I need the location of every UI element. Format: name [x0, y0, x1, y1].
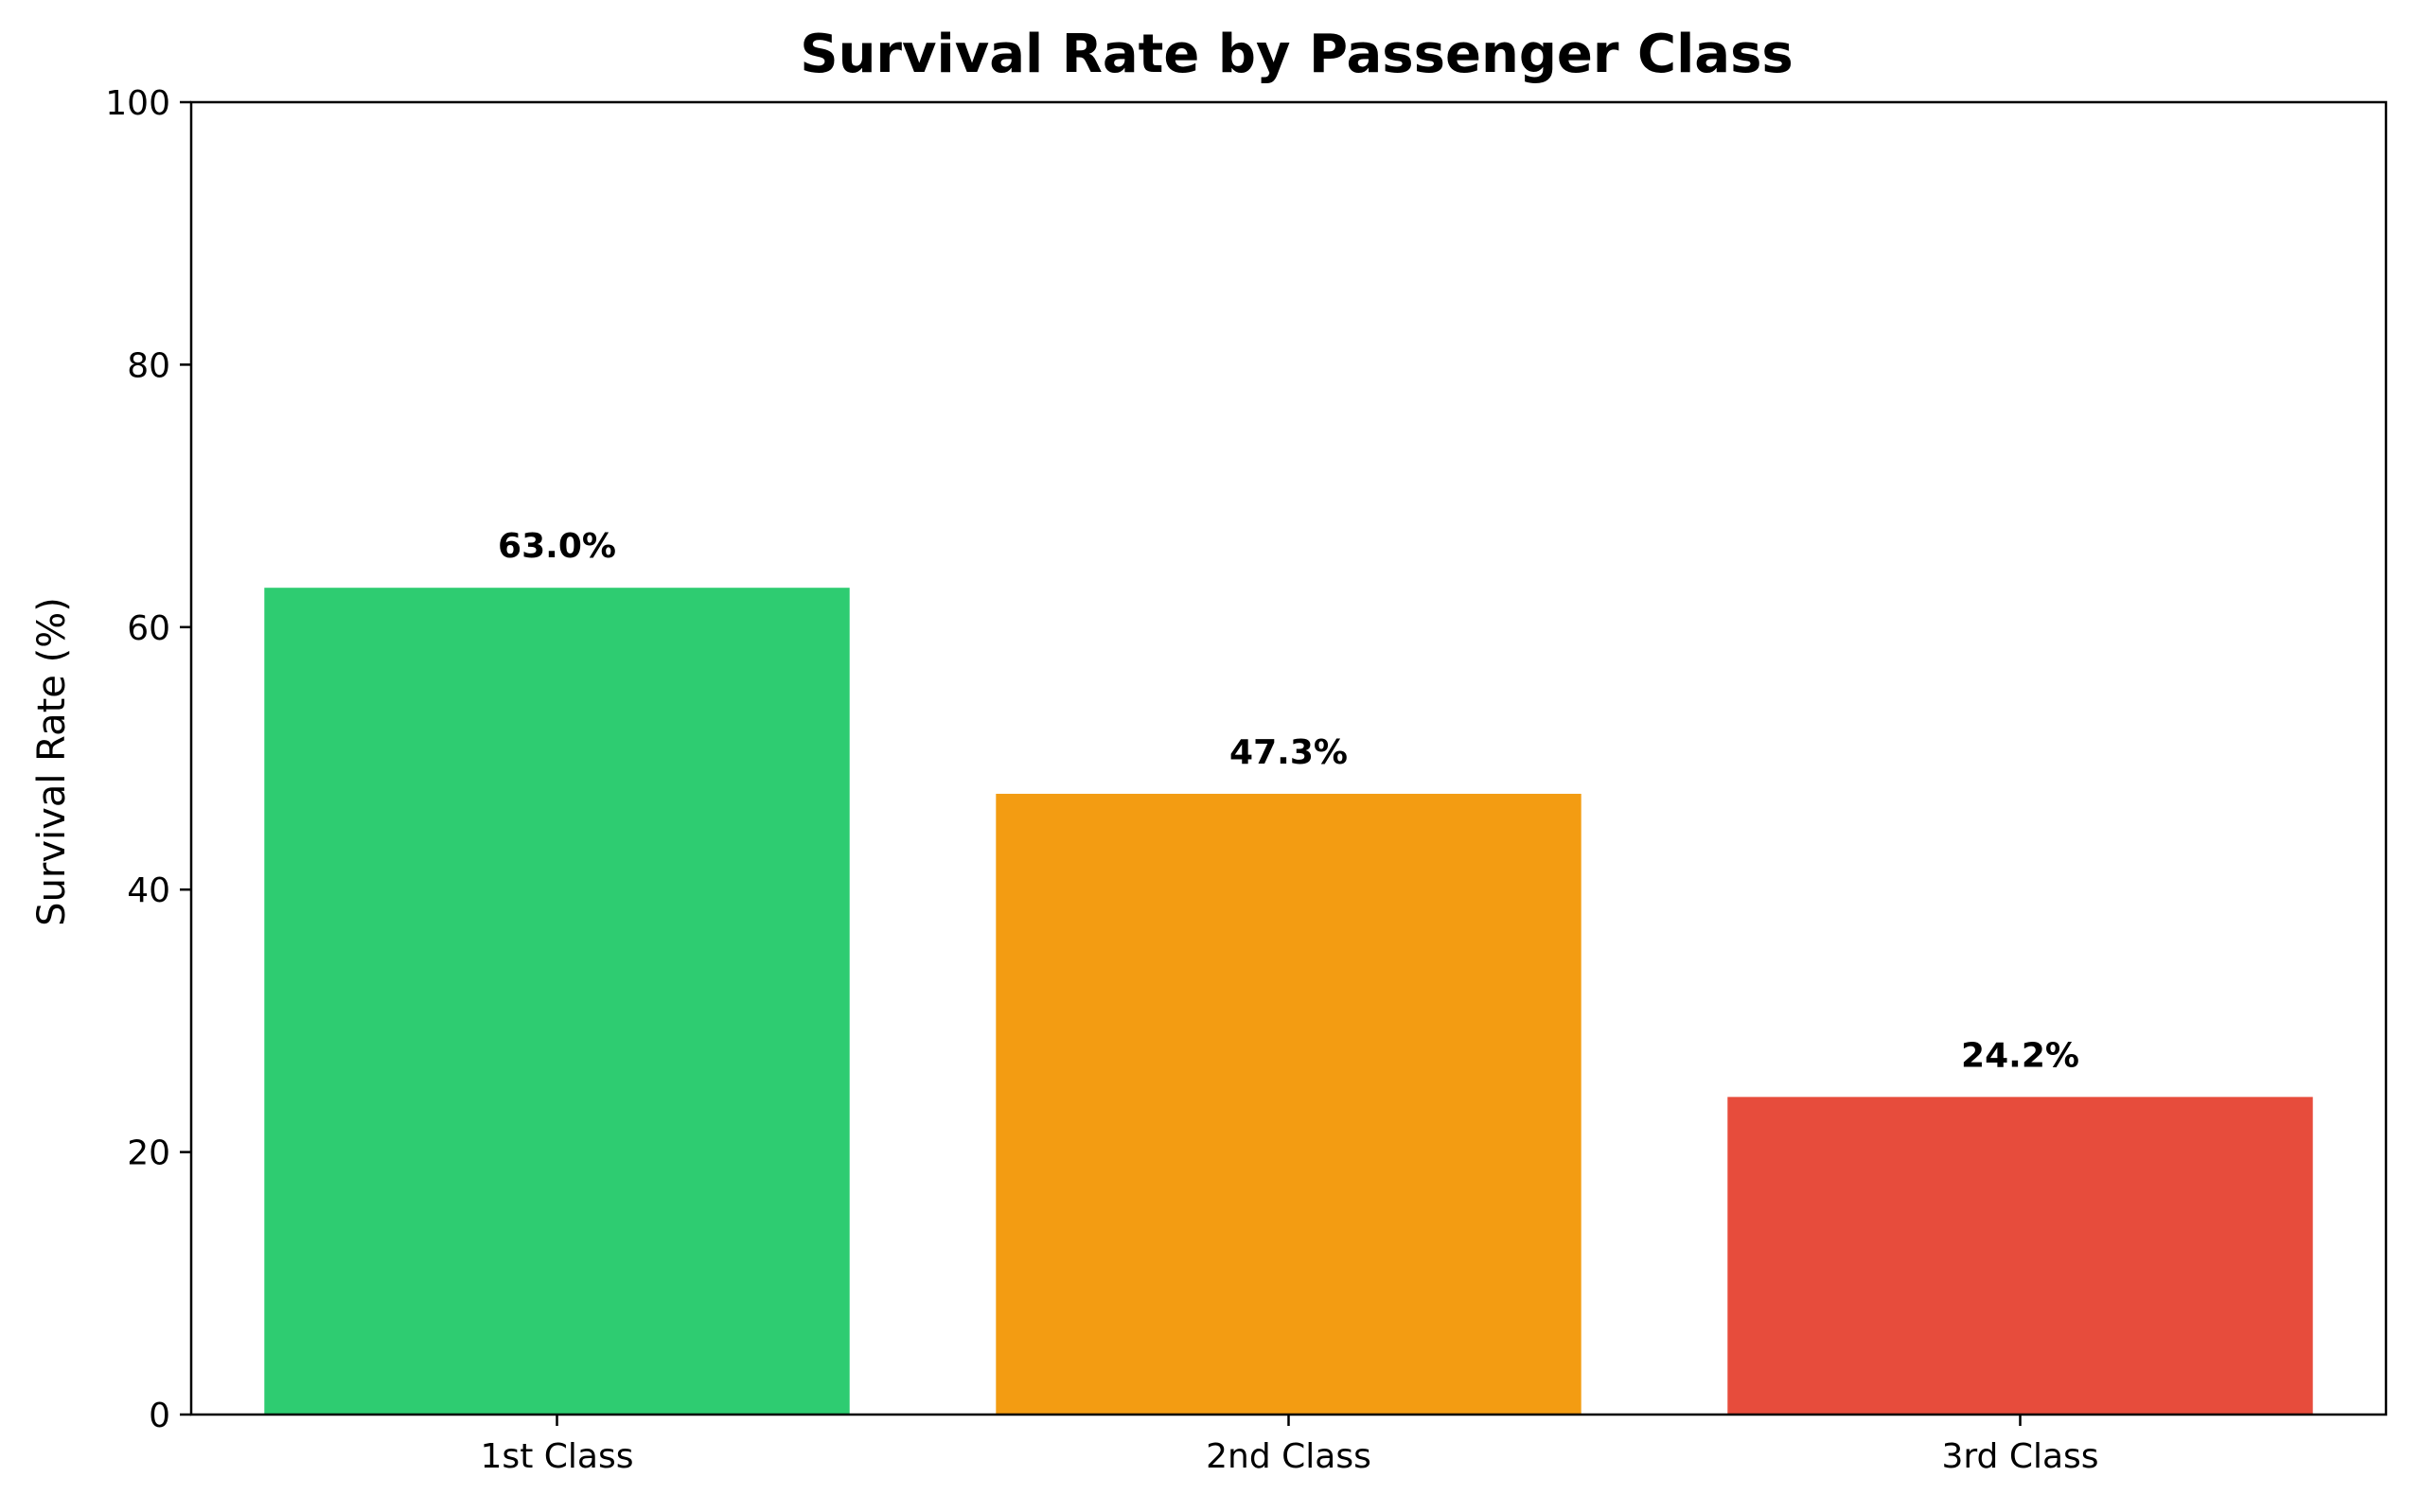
data-labels-layer: 63.0% 47.3% 24.2% [498, 527, 2079, 1075]
bar-2 [996, 793, 1582, 1415]
data-label-1: 63.0% [498, 527, 616, 566]
y-axis-label: Survival Rate (%) [30, 597, 74, 926]
y-tick-label-80: 80 [127, 346, 170, 385]
bar-1 [264, 588, 850, 1415]
data-label-2: 47.3% [1229, 733, 1348, 772]
x-tick-label-1: 1st Class [481, 1437, 634, 1476]
y-tick-label-20: 20 [127, 1134, 170, 1173]
x-tick-label-2: 2nd Class [1206, 1437, 1371, 1476]
y-axis: 0 20 40 60 80 100 [105, 84, 191, 1435]
y-tick-label-40: 40 [127, 871, 170, 910]
bar-3 [1727, 1097, 2313, 1415]
x-tick-label-3: 3rd Class [1941, 1437, 2098, 1476]
bars-layer [264, 588, 2313, 1415]
x-axis: 1st Class 2nd Class 3rd Class [481, 1415, 2099, 1476]
y-tick-label-0: 0 [149, 1397, 170, 1435]
data-label-3: 24.2% [1961, 1036, 2079, 1075]
plot-frame [189, 100, 2388, 1416]
chart-title: Survival Rate by Passenger Class [800, 24, 1794, 85]
y-tick-label-60: 60 [127, 609, 170, 648]
y-tick-label-100: 100 [105, 84, 170, 123]
